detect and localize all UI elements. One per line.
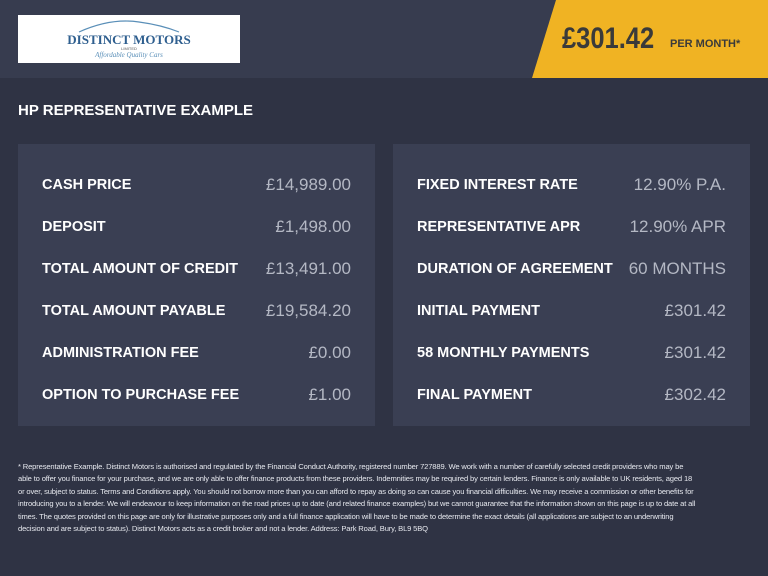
logo-sub: LIMITED [121,46,137,51]
detail-row: REPRESENTATIVE APR 12.90% APR [417,206,726,248]
logo-tagline: Affordable Quality Cars [95,51,163,59]
detail-row: DEPOSIT £1,498.00 [42,206,351,248]
row-label: DEPOSIT [42,219,106,235]
row-value: £13,491.00 [265,259,351,278]
row-value: £301.42 [664,343,726,362]
per-month-label: PER MONTH* [670,38,741,50]
row-label: FIXED INTEREST RATE [417,177,578,193]
row-value: 60 MONTHS [628,259,726,278]
row-label: REPRESENTATIVE APR [417,219,581,235]
row-value: £302.42 [664,385,726,404]
disclaimer-text: * Representative Example. Distinct Motor… [18,462,696,534]
row-label: TOTAL AMOUNT PAYABLE [42,303,226,319]
car-outline-icon [78,20,180,33]
detail-row: TOTAL AMOUNT PAYABLE £19,584.20 [42,290,351,332]
row-value: £301.42 [664,301,726,320]
detail-row: OPTION TO PURCHASE FEE £1.00 [42,374,351,416]
detail-row: DURATION OF AGREEMENT 60 MONTHS [417,248,726,290]
detail-row: 58 MONTHLY PAYMENTS £301.42 [417,332,726,374]
row-value: £14,989.00 [265,175,351,194]
left-panel: CASH PRICE £14,989.00 DEPOSIT £1,498.00 TO… [18,144,375,426]
row-label: CASH PRICE [42,177,132,193]
logo[interactable]: DISTINCT MOTORS LIMITED Affordable Quali… [18,15,240,63]
logo-text: DISTINCT MOTORS [67,32,191,47]
section-title: HP REPRESENTATIVE EXAMPLE [18,102,254,119]
detail-row: FIXED INTEREST RATE 12.90% P.A. [417,164,726,206]
detail-row: ADMINISTRATION FEE £0.00 [42,332,351,374]
row-label: ADMINISTRATION FEE [42,345,199,361]
row-label: FINAL PAYMENT [417,387,532,403]
row-value: £19,584.20 [265,301,351,320]
detail-row: TOTAL AMOUNT OF CREDIT £13,491.00 [42,248,351,290]
row-label: TOTAL AMOUNT OF CREDIT [42,261,239,277]
row-value: £1,498.00 [275,217,351,236]
row-value: £0.00 [308,343,351,362]
detail-row: CASH PRICE £14,989.00 [42,164,351,206]
row-label: DURATION OF AGREEMENT [417,261,613,277]
row-value: 12.90% APR [629,217,726,236]
monthly-price: £301.42 [562,22,655,55]
monthly-price-banner: £301.42 PER MONTH* [532,0,768,78]
header: DISTINCT MOTORS LIMITED Affordable Quali… [0,0,768,78]
detail-row: FINAL PAYMENT £302.42 [417,374,726,416]
detail-row: INITIAL PAYMENT £301.42 [417,290,726,332]
right-panel: FIXED INTEREST RATE 12.90% P.A. REPRESENT… [393,144,750,426]
row-value: £1.00 [308,385,351,404]
row-label: 58 MONTHLY PAYMENTS [417,345,590,361]
row-label: OPTION TO PURCHASE FEE [42,387,240,403]
row-label: INITIAL PAYMENT [417,303,540,319]
row-value: 12.90% P.A. [633,175,726,194]
